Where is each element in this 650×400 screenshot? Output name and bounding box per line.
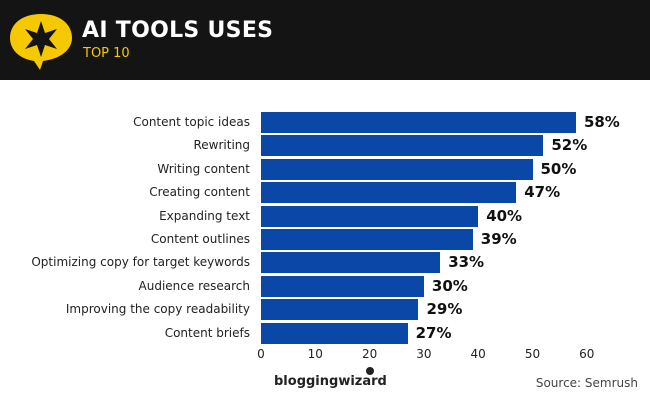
bar — [261, 135, 544, 157]
source-note: Source: Semrush — [535, 376, 638, 390]
bar — [261, 205, 479, 227]
value-label: 52% — [551, 136, 588, 155]
value-label: 27% — [415, 323, 452, 342]
bar — [261, 229, 473, 250]
value-label: 40% — [486, 206, 523, 225]
x-tick-label: 50 — [524, 347, 541, 361]
x-tick-label: 10 — [307, 347, 323, 361]
bar — [261, 182, 517, 204]
category-label: Audience research — [138, 278, 250, 293]
bar — [261, 322, 408, 344]
x-tick-label: 20 — [361, 347, 378, 361]
x-tick-label: 40 — [470, 347, 486, 361]
star-speech-bubble-icon — [10, 14, 72, 70]
value-label: 33% — [448, 253, 485, 272]
x-tick-label: 0 — [257, 347, 265, 361]
x-tick-label: 30 — [416, 347, 432, 361]
chart-title: AI TOOLS USES — [82, 18, 274, 43]
value-label: 30% — [431, 276, 468, 295]
category-label: Creating content — [149, 185, 250, 200]
category-label: Content briefs — [164, 325, 250, 340]
brand-logo: bloggingwizard — [274, 374, 387, 389]
bar — [261, 299, 419, 321]
header-banner: AI TOOLS USES TOP 10 — [0, 0, 650, 80]
category-label: Content topic ideas — [133, 115, 250, 129]
category-label: Rewriting — [193, 138, 250, 153]
chart-subtitle: TOP 10 — [83, 46, 130, 61]
brand-bubble-icon — [366, 367, 374, 375]
value-label: 47% — [524, 183, 561, 202]
value-label: 39% — [480, 230, 517, 248]
bar — [261, 275, 424, 297]
category-label: Expanding text — [159, 208, 250, 223]
bar — [261, 112, 576, 133]
category-label: Writing content — [157, 161, 250, 176]
category-label: Content outlines — [150, 232, 250, 246]
bar — [261, 158, 533, 180]
category-label: Improving the copy readability — [65, 302, 250, 317]
bar — [261, 252, 441, 274]
x-tick-label: 60 — [579, 347, 595, 361]
category-label: Optimizing copy for target keywords — [31, 255, 250, 270]
value-label: 29% — [426, 300, 463, 319]
value-label: 58% — [583, 113, 620, 131]
value-label: 50% — [540, 159, 577, 178]
